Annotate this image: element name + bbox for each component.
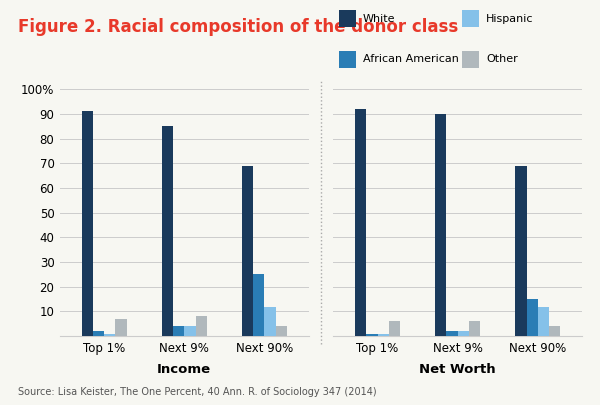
Bar [196, 316, 207, 336]
Bar [538, 307, 549, 336]
Bar [82, 111, 93, 336]
Bar [377, 334, 389, 336]
Bar [446, 331, 458, 336]
Text: Source: Lisa Keister, The One Percent, 40 Ann. R. of Sociology 347 (2014): Source: Lisa Keister, The One Percent, 4… [18, 387, 377, 397]
Bar [275, 326, 287, 336]
Bar [93, 331, 104, 336]
Text: White: White [363, 14, 395, 23]
Bar [162, 126, 173, 336]
Bar [389, 321, 400, 336]
Bar [527, 299, 538, 336]
Bar [367, 334, 377, 336]
Bar [458, 331, 469, 336]
Bar [469, 321, 480, 336]
Bar [515, 166, 527, 336]
X-axis label: Income: Income [157, 363, 211, 376]
Bar [173, 326, 184, 336]
Bar [435, 114, 446, 336]
Bar [115, 319, 127, 336]
Bar [242, 166, 253, 336]
Bar [549, 326, 560, 336]
Bar [265, 307, 275, 336]
Bar [355, 109, 367, 336]
Text: Hispanic: Hispanic [486, 14, 533, 23]
Bar [184, 326, 196, 336]
Bar [104, 334, 115, 336]
Text: African American: African American [363, 54, 459, 64]
Text: Figure 2. Racial composition of the donor class: Figure 2. Racial composition of the dono… [18, 18, 458, 36]
Bar [253, 275, 265, 336]
X-axis label: Net Worth: Net Worth [419, 363, 496, 376]
Text: Other: Other [486, 54, 518, 64]
